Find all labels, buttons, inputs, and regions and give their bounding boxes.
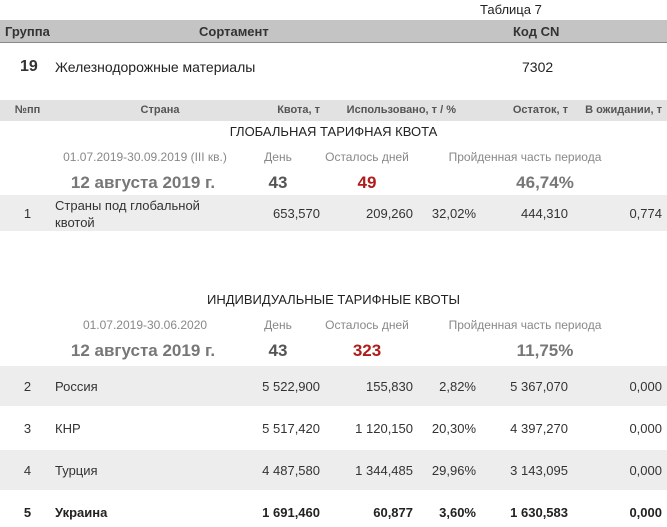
- cell: 1 344,485: [355, 463, 413, 478]
- cell: 2: [23, 379, 32, 394]
- column-header: Страна: [140, 104, 180, 116]
- cell: 155,830: [366, 379, 413, 394]
- cell: 0,774: [629, 206, 662, 221]
- cell: Украина: [55, 505, 108, 520]
- column-header: Использовано, т / %: [346, 104, 456, 116]
- days-left: 49: [357, 173, 377, 192]
- period: 01.07.2019-30.06.2020: [82, 318, 208, 332]
- cell: 4 397,270: [510, 421, 568, 436]
- product-group: 19: [20, 58, 38, 75]
- row-background: [0, 408, 667, 448]
- cell: 0,000: [629, 421, 662, 436]
- date: 12 августа 2019 г.: [70, 341, 216, 360]
- day: 43: [268, 341, 288, 360]
- cell: 3,60%: [439, 505, 476, 520]
- column-header: Остаток, т: [512, 104, 568, 116]
- column-header-bar: [0, 100, 667, 121]
- cell: 3 143,095: [510, 463, 568, 478]
- passed: 11,75%: [516, 341, 574, 360]
- cell: Россия: [55, 379, 98, 394]
- day: 43: [268, 173, 288, 192]
- passed: 46,74%: [516, 173, 574, 192]
- cell: 32,02%: [431, 206, 476, 221]
- cell: Турция: [55, 463, 98, 478]
- cell: 0,000: [629, 379, 662, 394]
- column-header: В ожидании, т: [585, 104, 662, 116]
- section-title: ГЛОБАЛЬНАЯ ТАРИФНАЯ КВОТА: [229, 124, 438, 139]
- days-left-label: Осталось дней: [325, 318, 409, 332]
- header-bar: [0, 20, 667, 43]
- row-background: [0, 492, 667, 527]
- days-left-label: Осталось дней: [325, 150, 409, 164]
- header-group: Группа: [5, 24, 50, 39]
- cell: 20,30%: [431, 421, 476, 436]
- caption: Таблица 7: [480, 2, 542, 17]
- cell: 653,570: [273, 206, 320, 221]
- section-title: ИНДИВИДУАЛЬНЫЕ ТАРИФНЫЕ КВОТЫ: [206, 292, 461, 307]
- cell: 3: [23, 421, 32, 436]
- cell: 1 691,460: [262, 505, 320, 520]
- cell: 4 487,580: [262, 463, 320, 478]
- product-cn-code: 7302: [522, 59, 554, 75]
- date: 12 августа 2019 г.: [70, 173, 216, 192]
- cell: 5 367,070: [510, 379, 568, 394]
- cell: 4: [23, 463, 32, 478]
- period: 01.07.2019-30.09.2019 (III кв.): [63, 150, 227, 164]
- day-label: День: [264, 150, 292, 164]
- cell: 2,82%: [439, 379, 476, 394]
- cell: 1: [23, 206, 32, 221]
- row-background: [0, 366, 667, 406]
- passed-label: Пройденная часть периода: [448, 318, 602, 332]
- row-background: [0, 450, 667, 490]
- product-name: Железнодорожные материалы: [55, 59, 256, 75]
- cell: 444,310: [521, 206, 568, 221]
- cell: 5: [23, 505, 32, 520]
- day-label: День: [264, 318, 292, 332]
- days-left: 323: [352, 341, 382, 360]
- cell: 209,260: [366, 206, 413, 221]
- column-header: №пп: [14, 104, 41, 116]
- cell: 60,877: [373, 505, 413, 520]
- row-background: [0, 195, 667, 231]
- cell: 5 517,420: [262, 421, 320, 436]
- cell: 29,96%: [431, 463, 476, 478]
- cell: 1 630,583: [510, 505, 568, 520]
- cell: Страны под глобальной квотой: [55, 198, 200, 230]
- cell: КНР: [55, 421, 81, 436]
- column-header: Квота, т: [277, 104, 320, 116]
- cell: 0,000: [629, 463, 662, 478]
- passed-label: Пройденная часть периода: [448, 150, 602, 164]
- header-cn-code: Код CN: [513, 24, 560, 39]
- cell: 0,000: [629, 505, 662, 520]
- header-assortment: Сортамент: [199, 24, 269, 39]
- cell: 1 120,150: [355, 421, 413, 436]
- cell: 5 522,900: [262, 379, 320, 394]
